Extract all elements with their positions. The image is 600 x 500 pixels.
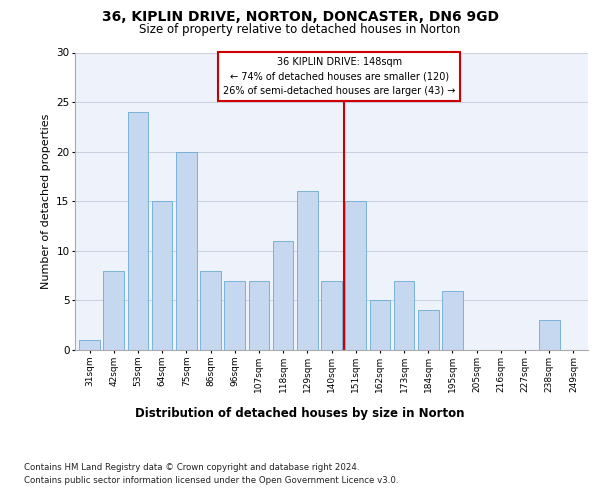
Bar [346, 201, 366, 350]
Text: Contains HM Land Registry data © Crown copyright and database right 2024.: Contains HM Land Registry data © Crown c… [24, 462, 359, 471]
Bar [200, 270, 221, 350]
Bar [539, 320, 560, 350]
Bar [321, 280, 342, 350]
Bar [394, 280, 415, 350]
Bar [128, 112, 148, 350]
Text: Distribution of detached houses by size in Norton: Distribution of detached houses by size … [135, 408, 465, 420]
Text: 36, KIPLIN DRIVE, NORTON, DONCASTER, DN6 9GD: 36, KIPLIN DRIVE, NORTON, DONCASTER, DN6… [101, 10, 499, 24]
Bar [370, 300, 390, 350]
Text: 36 KIPLIN DRIVE: 148sqm
← 74% of detached houses are smaller (120)
26% of semi-d: 36 KIPLIN DRIVE: 148sqm ← 74% of detache… [223, 57, 455, 96]
Bar [152, 201, 172, 350]
Bar [103, 270, 124, 350]
Bar [79, 340, 100, 350]
Bar [273, 241, 293, 350]
Bar [176, 152, 197, 350]
Text: Size of property relative to detached houses in Norton: Size of property relative to detached ho… [139, 22, 461, 36]
Bar [442, 290, 463, 350]
Bar [224, 280, 245, 350]
Bar [248, 280, 269, 350]
Text: Contains public sector information licensed under the Open Government Licence v3: Contains public sector information licen… [24, 476, 398, 485]
Bar [297, 192, 317, 350]
Bar [418, 310, 439, 350]
Y-axis label: Number of detached properties: Number of detached properties [41, 114, 50, 289]
